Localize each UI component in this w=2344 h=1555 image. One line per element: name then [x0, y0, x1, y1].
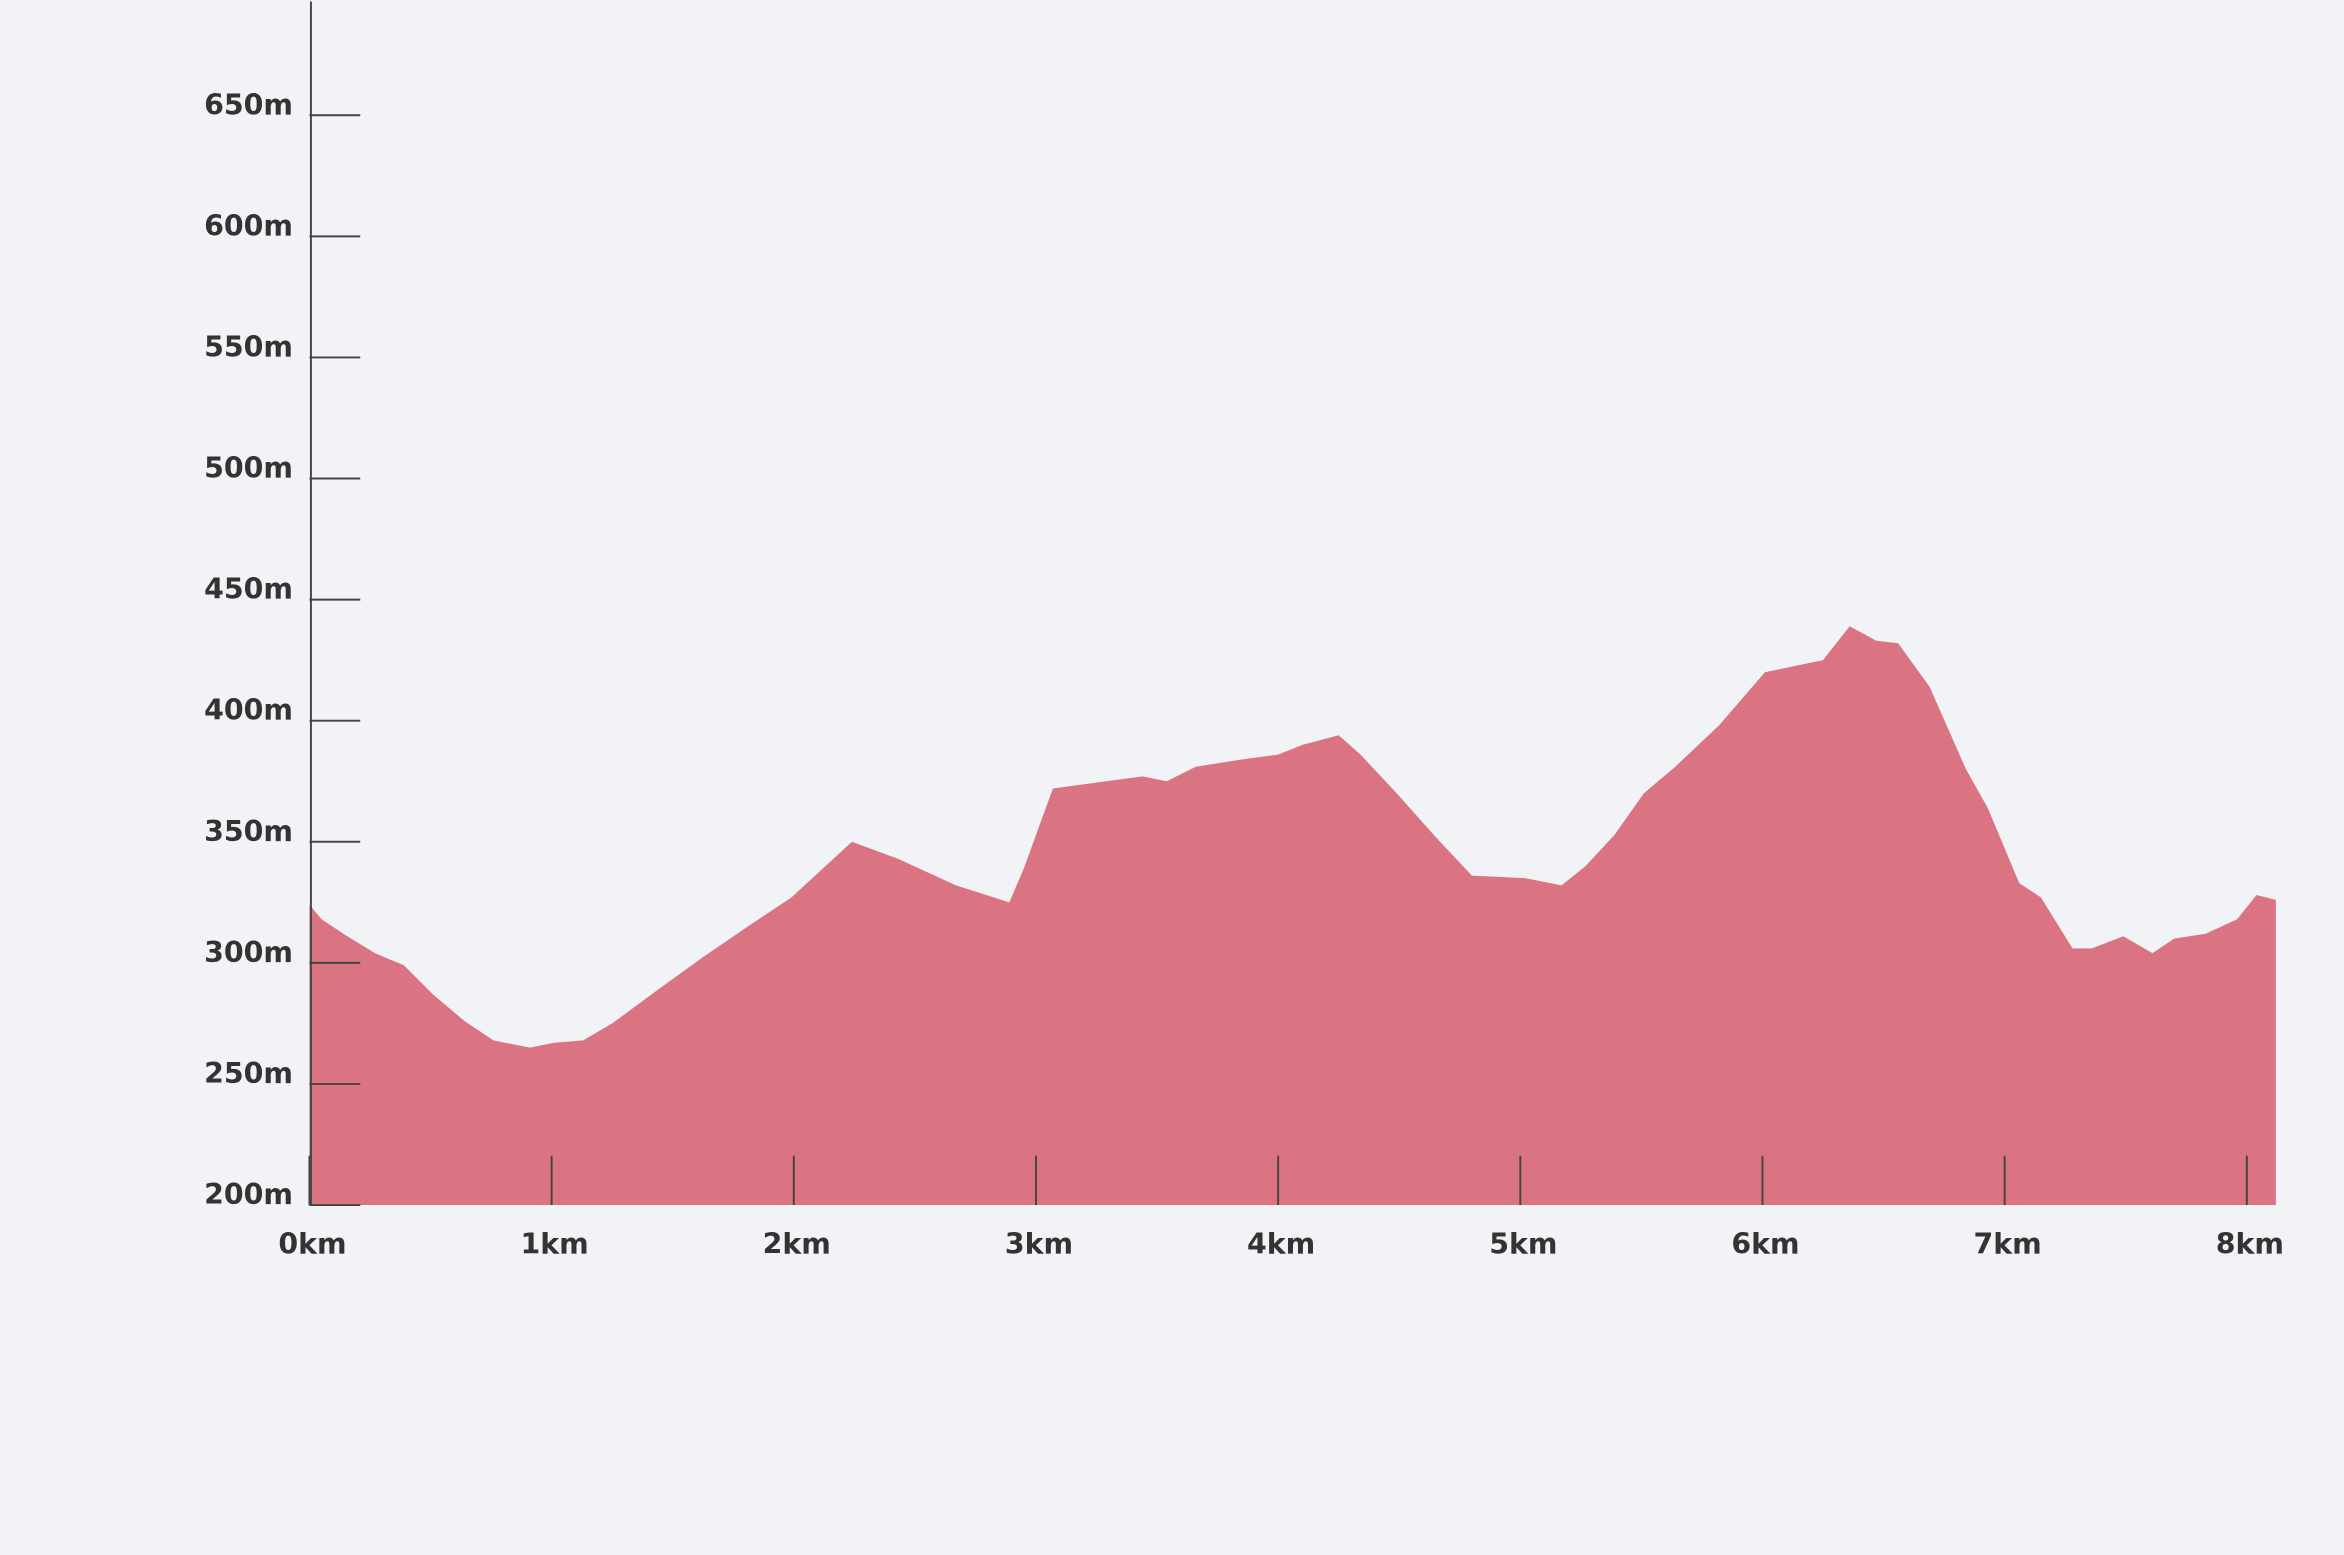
y-tick-label: 300m: [204, 936, 293, 969]
y-tick-label: 550m: [204, 330, 293, 363]
y-tick-label: 450m: [204, 573, 293, 606]
x-tick-label: 6km: [1731, 1227, 1799, 1260]
x-tick-label: 8km: [2216, 1227, 2284, 1260]
y-tick-label: 650m: [204, 88, 293, 121]
y-tick-label: 600m: [204, 209, 293, 242]
x-tick-label: 0km: [278, 1227, 346, 1260]
x-tick-label: 3km: [1005, 1227, 1073, 1260]
x-tick-label: 4km: [1247, 1227, 1315, 1260]
x-tick-label: 1km: [520, 1227, 588, 1260]
y-tick-label: 200m: [204, 1178, 293, 1211]
elevation-area: [309, 626, 2276, 1206]
y-tick-label: 400m: [204, 694, 293, 727]
x-tick-label: 2km: [763, 1227, 831, 1260]
y-tick-label: 350m: [204, 815, 293, 848]
y-tick-label: 500m: [204, 452, 293, 485]
x-tick-label: 7km: [1974, 1227, 2042, 1260]
x-tick-label: 5km: [1489, 1227, 1557, 1260]
y-tick-label: 250m: [204, 1057, 293, 1090]
